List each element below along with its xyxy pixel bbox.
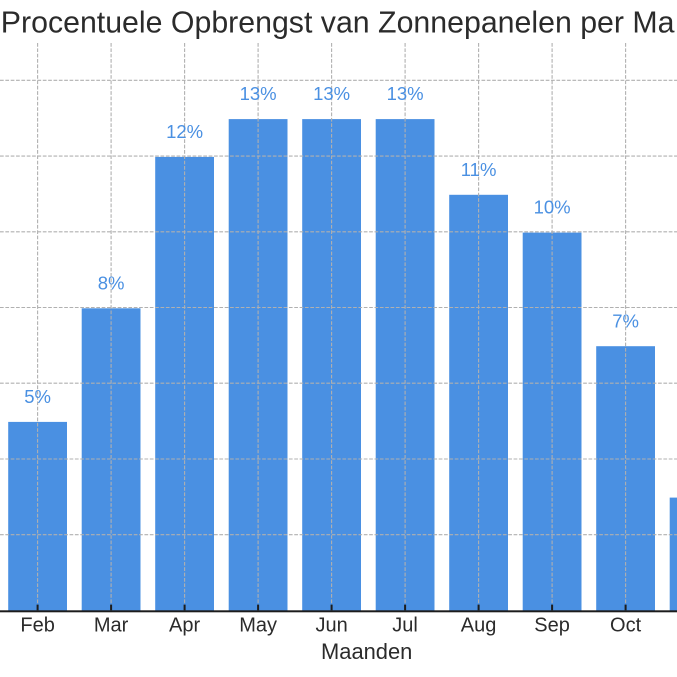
svg-text:Oct: Oct [610, 615, 642, 637]
svg-text:10%: 10% [534, 197, 571, 218]
svg-text:11%: 11% [461, 159, 497, 180]
svg-text:8%: 8% [98, 272, 125, 293]
svg-text:7%: 7% [612, 310, 639, 331]
svg-text:Mar: Mar [94, 615, 129, 637]
svg-text:Apr: Apr [169, 615, 200, 637]
svg-text:5%: 5% [24, 386, 51, 407]
svg-text:12%: 12% [166, 121, 203, 142]
svg-text:13%: 13% [313, 83, 350, 104]
svg-text:13%: 13% [240, 83, 277, 104]
svg-text:Jun: Jun [315, 615, 347, 637]
svg-text:Sep: Sep [534, 615, 570, 637]
svg-text:Aug: Aug [461, 615, 497, 637]
svg-text:Maanden: Maanden [321, 639, 412, 664]
svg-text:Jul: Jul [392, 615, 418, 637]
svg-text:Procentuele Opbrengst van Zonn: Procentuele Opbrengst van Zonnepanelen p… [1, 7, 675, 40]
svg-text:Feb: Feb [20, 615, 54, 637]
svg-text:May: May [239, 615, 277, 637]
svg-text:13%: 13% [387, 83, 424, 104]
